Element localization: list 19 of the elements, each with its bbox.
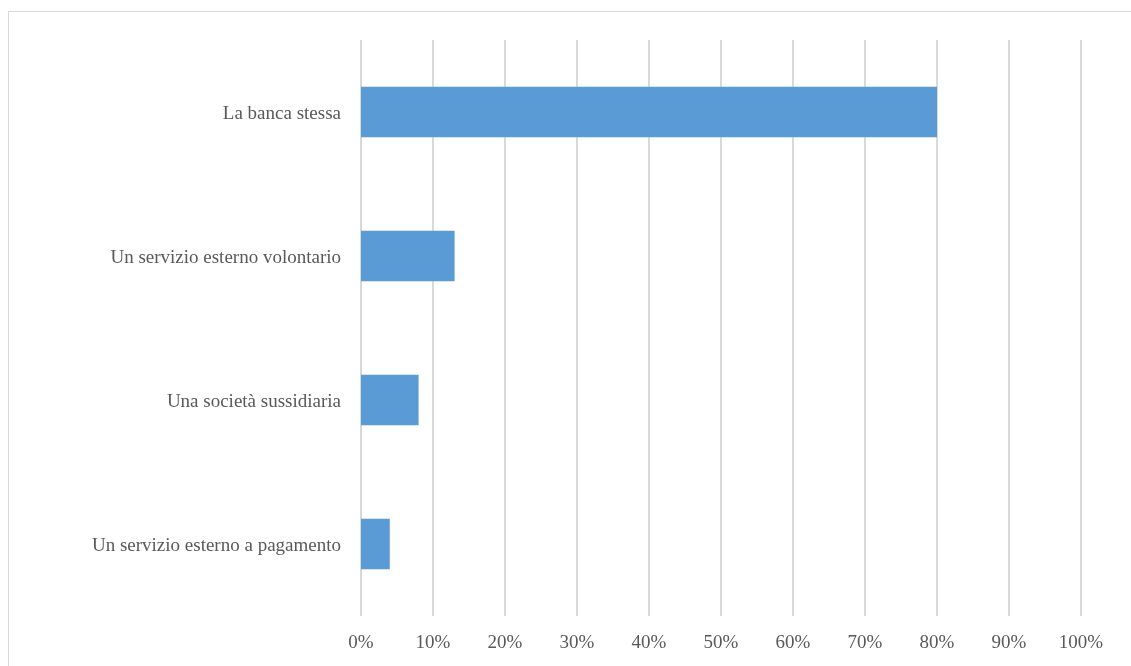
- y-tick-label: Un servizio esterno volontario: [110, 245, 341, 267]
- bar: [361, 518, 390, 570]
- x-tick-label: 80%: [919, 631, 955, 652]
- x-tick-label: 40%: [631, 631, 667, 652]
- x-tick-label: 30%: [559, 631, 595, 652]
- x-tick-label: 60%: [775, 631, 811, 652]
- y-tick-label: Un servizio esterno a pagamento: [91, 533, 341, 555]
- x-tick-label: 70%: [847, 631, 883, 652]
- x-tick-label: 90%: [991, 631, 1027, 652]
- y-tick-label: La banca stessa: [222, 101, 342, 123]
- x-tick-label: 0%: [348, 631, 374, 652]
- x-tick-label: 100%: [1058, 631, 1104, 652]
- bar: [361, 374, 419, 426]
- bar: [361, 86, 937, 138]
- y-tick-label: Una società sussidiaria: [166, 389, 342, 411]
- x-tick-label: 20%: [487, 631, 523, 652]
- bar: [361, 230, 455, 282]
- x-tick-label: 10%: [415, 631, 451, 652]
- x-tick-label: 50%: [703, 631, 739, 652]
